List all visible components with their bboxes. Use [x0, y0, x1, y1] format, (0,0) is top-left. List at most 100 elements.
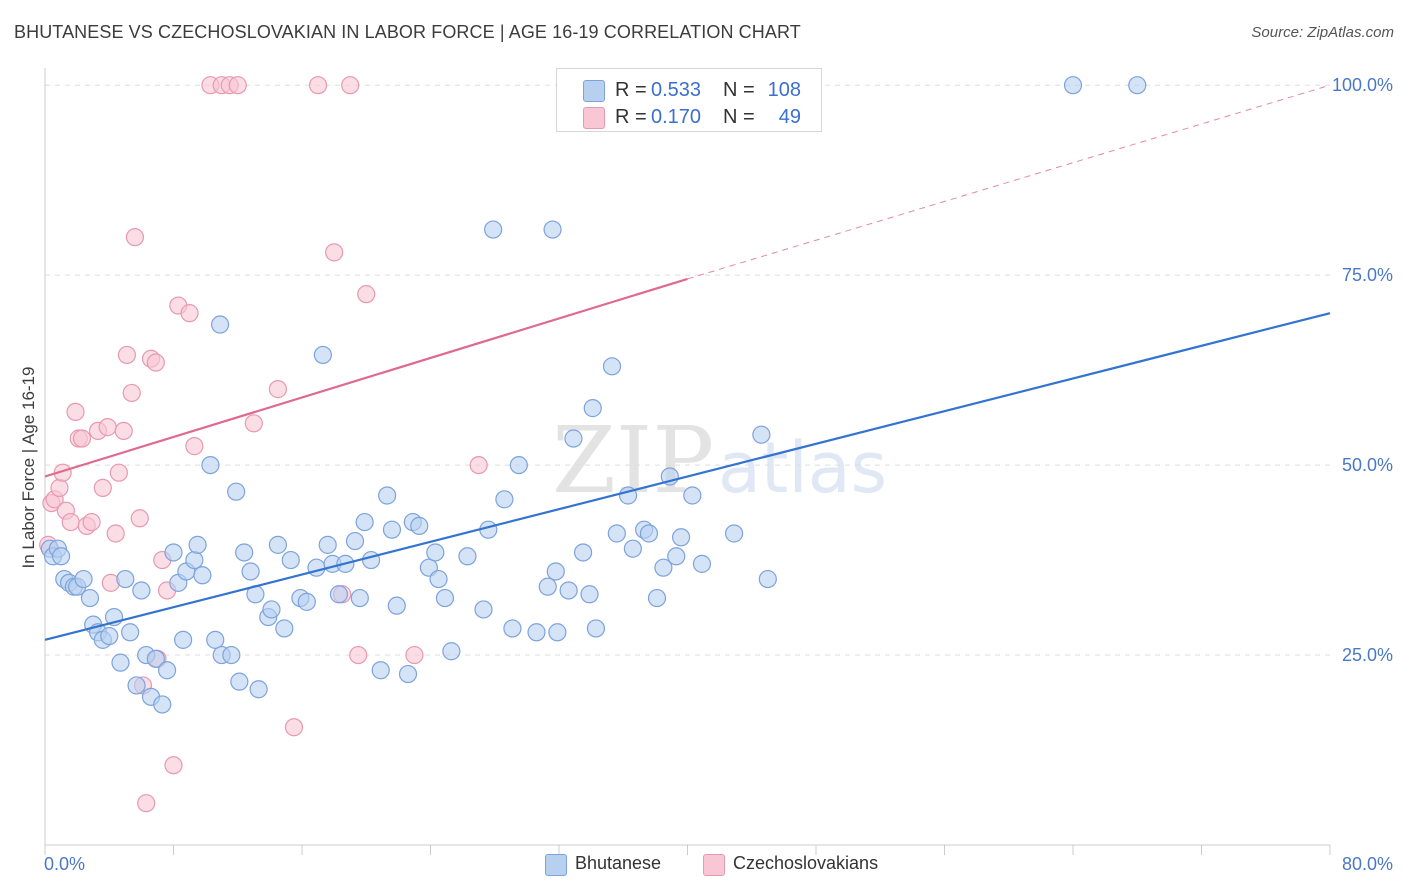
legend-n-label: N =	[723, 79, 755, 101]
czechoslovakians-point-40	[284, 718, 304, 737]
legend-swatch-blue	[583, 80, 605, 102]
bhutanese-point-103	[752, 425, 771, 444]
bhutanese-point-54	[329, 585, 349, 604]
czechoslovakians-point-11	[82, 512, 101, 532]
source-link[interactable]: ZipAtlas.com	[1307, 24, 1394, 41]
legend-swatch-pink	[703, 854, 725, 876]
bhutanese-point-29	[185, 550, 204, 570]
bhutanese-point-102	[724, 524, 744, 543]
bhutanese-point-82	[548, 623, 567, 642]
czechoslovakians-point-32	[180, 304, 199, 323]
bhutanese-point-61	[378, 486, 397, 505]
x-tick-label-min: 0.0%	[44, 854, 85, 874]
legend-swatch-pink	[583, 107, 605, 129]
bhutanese-point-106	[1128, 76, 1147, 95]
y-axis-label: In Labor Force | Age 16-19	[19, 367, 38, 569]
y-tick-label-25: 25.0%	[1342, 645, 1393, 665]
bhutanese-point-98	[667, 547, 686, 566]
bhutanese-point-58	[355, 512, 374, 532]
bhutanese-point-16	[116, 569, 135, 589]
legend-r-label: R =	[615, 79, 647, 101]
bhutanese-point-90	[607, 524, 626, 543]
czechoslovakians-trend-extension	[687, 84, 1331, 280]
legend-swatch-blue	[545, 854, 567, 876]
bhutanese-point-104	[758, 569, 777, 589]
bhutanese-point-78	[527, 623, 546, 642]
bhutanese-point-40	[241, 562, 260, 581]
bhutanese-point-99	[671, 528, 691, 547]
grid	[45, 84, 1330, 656]
czechoslovakians-point-13	[93, 478, 112, 497]
czechoslovakians-point-42	[325, 243, 344, 262]
bhutanese-point-86	[580, 585, 599, 604]
bhutanese-point-32	[201, 455, 220, 475]
legend-r-value: 0.533	[651, 79, 702, 101]
bhutanese-points	[40, 76, 1147, 714]
bhutanese-point-92	[623, 539, 642, 558]
bhutanese-point-76	[495, 490, 514, 509]
legend-row-bhutanese: R = 0.533 N = 108	[557, 78, 821, 104]
bhutanese-trend-line	[44, 312, 1331, 641]
bhutanese-point-30	[188, 535, 207, 554]
bhutanese-point-35	[210, 315, 230, 334]
czechoslovakians-point-44	[341, 76, 360, 95]
czechoslovakians-point-9	[72, 429, 92, 448]
bhutanese-point-22	[146, 649, 165, 668]
bhutanese-point-85	[573, 543, 593, 562]
bhutanese-point-59	[361, 550, 381, 570]
legend-n-label: N =	[723, 106, 755, 128]
bhutanese-point-25	[164, 543, 183, 562]
czechoslovakians-point-39	[268, 380, 288, 399]
correlation-legend: R = 0.533 N = 108 R = 0.170 N = 49	[556, 68, 822, 132]
source-credit: Source: ZipAtlas.com	[1251, 24, 1394, 41]
bhutanese-point-105	[1063, 76, 1083, 95]
bhutanese-point-75	[484, 220, 503, 239]
bhutanese-point-23	[153, 695, 172, 714]
bhutanese-point-51	[313, 345, 332, 365]
czechoslovakians-point-14	[98, 418, 117, 437]
bhutanese-point-84	[564, 429, 583, 448]
bhutanese-point-15	[111, 653, 130, 672]
bhutanese-point-81	[546, 562, 565, 581]
czechoslovakians-point-38	[244, 414, 263, 433]
bhutanese-point-13	[100, 626, 119, 646]
bhutanese-point-44	[262, 600, 281, 619]
bhutanese-point-19	[132, 581, 151, 600]
czechoslovakians-point-19	[117, 345, 137, 365]
legend-label-czechoslovakians: Czechoslovakians	[733, 853, 879, 873]
bhutanese-point-64	[398, 664, 418, 684]
czechoslovakians-point-18	[114, 421, 133, 441]
watermark: ZIP atlas	[552, 407, 887, 514]
bhutanese-point-96	[654, 558, 673, 577]
bhutanese-point-9	[80, 588, 100, 608]
czechoslovakians-point-17	[109, 463, 128, 482]
czechoslovakians-point-24	[137, 794, 156, 813]
bhutanese-point-101	[692, 554, 712, 573]
y-tick-label-75: 75.0%	[1342, 265, 1393, 285]
bhutanese-point-36	[222, 645, 241, 665]
bhutanese-point-38	[230, 672, 249, 691]
legend-n-value: 108	[767, 79, 801, 101]
bhutanese-point-83	[559, 581, 578, 600]
bhutanese-point-18	[127, 676, 146, 695]
bhutanese-point-69	[429, 569, 448, 589]
bhutanese-point-89	[602, 357, 622, 376]
bhutanese-point-42	[249, 680, 268, 699]
y-tick-label-50: 50.0%	[1342, 455, 1393, 475]
bhutanese-point-47	[281, 550, 300, 570]
bhutanese-point-63	[387, 596, 406, 615]
bhutanese-point-107	[509, 455, 528, 475]
legend-r-label: R =	[615, 106, 647, 128]
bhutanese-point-80	[543, 220, 562, 239]
bhutanese-point-37	[227, 482, 246, 501]
czechoslovakians-point-21	[125, 228, 145, 247]
bhutanese-point-71	[442, 642, 461, 661]
czechoslovakians-point-46	[357, 285, 376, 304]
czechoslovakians-points	[39, 76, 488, 813]
bhutanese-point-87	[583, 399, 602, 418]
czechoslovakians-point-7	[66, 402, 85, 422]
bhutanese-point-88	[586, 619, 606, 638]
bhutanese-point-8	[74, 569, 93, 589]
watermark-atlas: atlas	[718, 427, 887, 509]
